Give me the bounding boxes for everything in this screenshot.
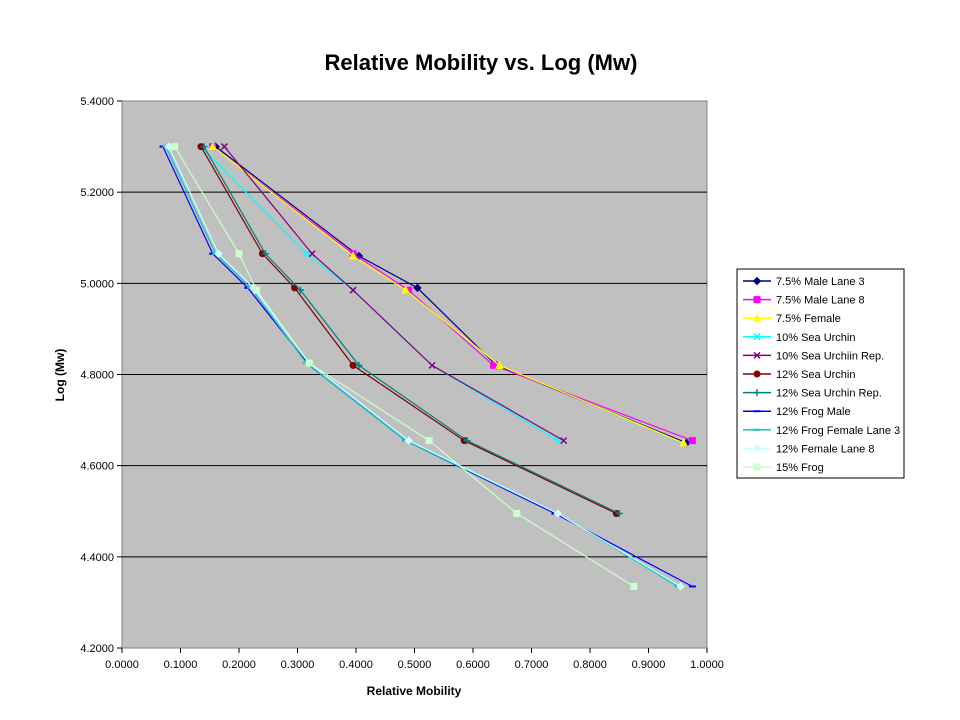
series-3 bbox=[208, 142, 688, 447]
x-tick-label: 0.8000 bbox=[573, 659, 607, 671]
data-point bbox=[553, 509, 563, 518]
x-tick-label: 0.4000 bbox=[339, 659, 373, 671]
x-tick-label: 0.7000 bbox=[515, 659, 549, 671]
series-line bbox=[200, 146, 617, 515]
legend-marker bbox=[752, 444, 762, 453]
x-axis-title: Relative Mobility bbox=[367, 684, 462, 698]
legend-label: 12% Sea Urchin bbox=[776, 369, 856, 381]
data-point bbox=[425, 437, 433, 445]
data-point bbox=[489, 361, 497, 369]
data-point bbox=[413, 283, 422, 293]
data-point bbox=[349, 286, 357, 294]
data-point bbox=[296, 286, 304, 294]
y-tick-label: 4.4000 bbox=[80, 552, 114, 564]
data-point bbox=[348, 251, 358, 260]
legend-item: 7.5% Male Lane 8 bbox=[743, 295, 865, 307]
legend-item: 12% Frog Female Lane 3 bbox=[743, 425, 900, 437]
data-point bbox=[308, 250, 316, 258]
series-group bbox=[159, 142, 696, 591]
data-point bbox=[428, 361, 436, 369]
data-point bbox=[302, 250, 310, 258]
data-point bbox=[630, 582, 638, 590]
legend-label: 10% Sea Urchin bbox=[776, 332, 856, 344]
data-point bbox=[355, 361, 363, 369]
data-point bbox=[494, 360, 504, 369]
x-tick-label: 0.6000 bbox=[456, 659, 490, 671]
data-point bbox=[676, 582, 685, 591]
legend-item: 12% Sea Urchin Rep. bbox=[743, 388, 882, 400]
x-tick-label: 0.5000 bbox=[398, 659, 432, 671]
legend-item: 12% Frog Male bbox=[743, 406, 851, 418]
data-point bbox=[171, 143, 179, 151]
legend-label: 10% Sea Urchiin Rep. bbox=[776, 350, 884, 362]
data-point bbox=[305, 359, 313, 367]
data-point bbox=[235, 250, 243, 258]
x-tick-label: 0.9000 bbox=[632, 659, 666, 671]
legend-item: 12% Female Lane 8 bbox=[743, 443, 874, 455]
legend-item: 7.5% Female bbox=[743, 313, 841, 325]
x-axis-ticks: 0.0000 0.1000 0.2000 0.3000 0.4000 0.5000 0.60… bbox=[105, 648, 724, 671]
legend-marker bbox=[753, 370, 761, 378]
y-tick-label: 5.4000 bbox=[80, 96, 114, 108]
data-point bbox=[513, 510, 521, 518]
legend-marker bbox=[753, 389, 761, 397]
legend-item: 7.5% Male Lane 3 bbox=[743, 276, 865, 288]
y-tick-label: 4.6000 bbox=[80, 461, 114, 473]
data-point bbox=[401, 285, 411, 294]
series-5 bbox=[220, 143, 568, 445]
data-point bbox=[560, 437, 568, 445]
x-tick-label: 0.3000 bbox=[281, 659, 315, 671]
x-tick-label: 1.0000 bbox=[690, 659, 724, 671]
y-tick-label: 4.8000 bbox=[80, 370, 114, 382]
series-7 bbox=[200, 143, 623, 518]
legend-item: 15% Frog bbox=[743, 462, 824, 474]
legend-label: 12% Female Lane 8 bbox=[776, 443, 874, 455]
legend-label: 12% Sea Urchin Rep. bbox=[776, 388, 882, 400]
x-tick-label: 0.2000 bbox=[222, 659, 256, 671]
legend-label: 15% Frog bbox=[776, 462, 824, 474]
legend-label: 7.5% Female bbox=[776, 313, 841, 325]
data-point bbox=[200, 143, 208, 151]
legend-label: 7.5% Male Lane 3 bbox=[776, 276, 865, 288]
legend-marker bbox=[753, 296, 761, 304]
data-point bbox=[615, 510, 623, 518]
data-point bbox=[164, 142, 174, 151]
x-tick-label: 0.1000 bbox=[164, 659, 198, 671]
x-tick-label: 0.0000 bbox=[105, 659, 139, 671]
legend-marker bbox=[753, 351, 761, 359]
data-point bbox=[404, 436, 413, 445]
data-point bbox=[214, 249, 223, 258]
legend-label: 12% Frog Female Lane 3 bbox=[776, 425, 900, 437]
legend-item: 10% Sea Urchin bbox=[743, 332, 856, 344]
data-point bbox=[463, 437, 471, 445]
y-tick-label: 5.2000 bbox=[80, 187, 114, 199]
data-point bbox=[253, 286, 261, 294]
y-tick-label: 5.0000 bbox=[80, 278, 114, 290]
legend-label: 12% Frog Male bbox=[776, 406, 851, 418]
legend-item: 10% Sea Urchiin Rep. bbox=[743, 350, 884, 362]
legend-item: 12% Sea Urchin bbox=[743, 369, 856, 381]
y-axis-title: Log (Mw) bbox=[53, 349, 67, 402]
legend-label: 7.5% Male Lane 8 bbox=[776, 295, 865, 307]
legend-marker bbox=[753, 333, 761, 341]
legend: 7.5% Male Lane 3 7.5% Male Lane 8 7.5% Fem… bbox=[743, 276, 900, 474]
y-axis-ticks: 4.2000 4.4000 4.6000 4.8000 5.0000 5.2000 5.40… bbox=[80, 96, 122, 655]
legend-marker bbox=[753, 463, 761, 471]
chart-title: Relative Mobility vs. Log (Mw) bbox=[325, 50, 638, 75]
data-point bbox=[208, 142, 218, 151]
series-11 bbox=[171, 143, 638, 590]
legend-marker bbox=[752, 313, 762, 322]
data-point bbox=[349, 361, 357, 369]
data-point bbox=[261, 250, 269, 258]
data-point bbox=[220, 143, 228, 151]
grid-lines bbox=[122, 191, 707, 558]
legend-marker bbox=[752, 276, 762, 286]
data-point bbox=[688, 437, 696, 445]
data-point bbox=[679, 438, 688, 447]
y-tick-label: 4.2000 bbox=[80, 643, 114, 655]
series-line bbox=[203, 146, 620, 515]
